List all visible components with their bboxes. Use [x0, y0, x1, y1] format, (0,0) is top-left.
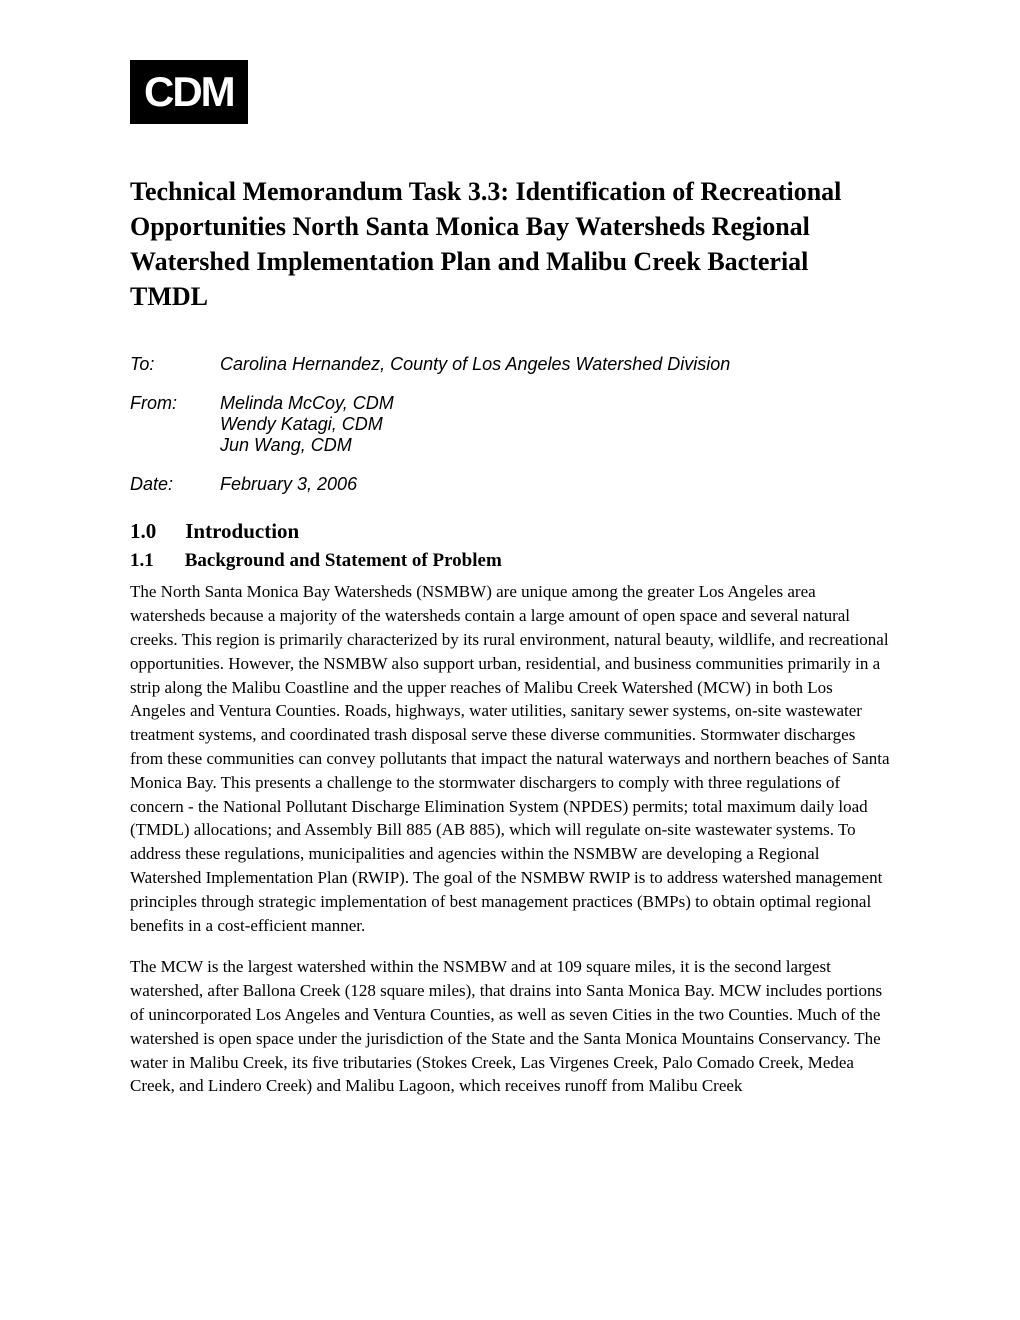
meta-from-row: From: Melinda McCoy, CDM Wendy Katagi, C… [130, 393, 890, 456]
section-number: 1.0 [130, 519, 180, 544]
subsection-heading: 1.1 Background and Statement of Problem [130, 550, 890, 572]
meta-block: To: Carolina Hernandez, County of Los An… [130, 354, 890, 495]
meta-from-line-1: Wendy Katagi, CDM [220, 414, 890, 435]
subsection-number: 1.1 [130, 550, 180, 572]
meta-to-label: To: [130, 354, 220, 375]
meta-from-line-0: Melinda McCoy, CDM [220, 393, 890, 414]
meta-from-label: From: [130, 393, 220, 456]
meta-from-value: Melinda McCoy, CDM Wendy Katagi, CDM Jun… [220, 393, 890, 456]
logo-container: CDM [130, 60, 890, 124]
paragraph-0: The North Santa Monica Bay Watersheds (N… [130, 580, 890, 937]
section-title: Introduction [185, 519, 299, 543]
section-heading: 1.0 Introduction [130, 519, 890, 544]
subsection-title: Background and Statement of Problem [185, 550, 502, 571]
meta-date-label: Date: [130, 474, 220, 495]
document-title: Technical Memorandum Task 3.3: Identific… [130, 174, 890, 314]
logo-text: CDM [130, 60, 248, 124]
paragraph-1: The MCW is the largest watershed within … [130, 955, 890, 1098]
meta-date-value: February 3, 2006 [220, 474, 890, 495]
meta-date-row: Date: February 3, 2006 [130, 474, 890, 495]
meta-to-row: To: Carolina Hernandez, County of Los An… [130, 354, 890, 375]
meta-to-value: Carolina Hernandez, County of Los Angele… [220, 354, 890, 375]
meta-from-line-2: Jun Wang, CDM [220, 435, 890, 456]
